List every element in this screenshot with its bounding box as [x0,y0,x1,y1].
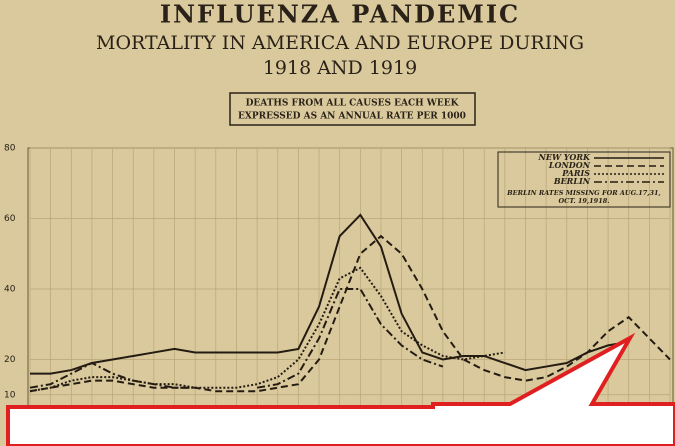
chart: INFLUENZA PANDEMIC MORTALITY IN AMERICA … [0,0,675,446]
legend-label: BERLIN [553,176,591,186]
chart-subtitle: MORTALITY IN AMERICA AND EUROPE DURING [96,32,584,54]
chart-subtitle: 1918 AND 1919 [263,57,417,79]
y-tick-label: 20 [4,355,16,365]
note: DEATHS FROM ALL CAUSES EACH WEEK [246,99,460,109]
y-tick-label: 60 [4,214,16,224]
y-tick-label: 80 [4,144,16,154]
y-tick-label: 40 [4,285,16,295]
chart-title: INFLUENZA PANDEMIC [160,0,520,29]
y-tick-label: 10 [4,390,16,400]
legend-note: OCT. 19,1918. [558,197,609,205]
legend-note: BERLIN RATES MISSING FOR AUG.17,31, [506,189,661,197]
note: EXPRESSED AS AN ANNUAL RATE PER 1000 [238,112,466,122]
